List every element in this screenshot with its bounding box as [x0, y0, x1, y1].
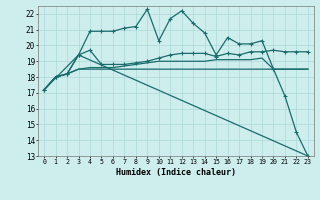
X-axis label: Humidex (Indice chaleur): Humidex (Indice chaleur) [116, 168, 236, 177]
